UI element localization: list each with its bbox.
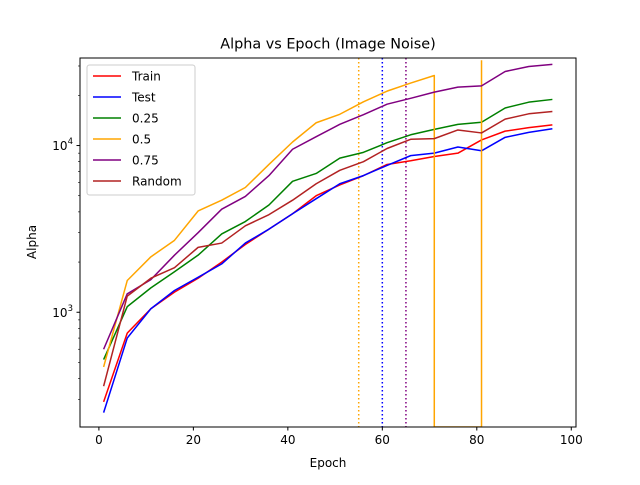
y-tick-base: 10 <box>52 306 67 320</box>
y-axis-label: Alpha <box>25 225 39 259</box>
x-tick-label: 20 <box>186 433 201 447</box>
x-axis-label: Epoch <box>310 456 347 470</box>
y-tick-exponent: 4 <box>68 137 73 147</box>
y-tick-exponent: 3 <box>68 304 73 314</box>
legend-label: 0.75 <box>132 153 159 167</box>
legend-label: Train <box>131 69 161 83</box>
series-line-0-5 <box>102 60 483 427</box>
legend-label: Random <box>132 174 182 188</box>
series-group <box>102 60 553 427</box>
chart-title: Alpha vs Epoch (Image Noise) <box>220 37 436 53</box>
vertical-lines-layer <box>357 58 407 427</box>
legend-label: Test <box>131 90 156 104</box>
legend: Train Test 0.25 0.5 0.75 Random <box>86 64 196 196</box>
series-line-test <box>102 128 553 413</box>
x-tick-label: 80 <box>469 433 484 447</box>
legend-label: 0.25 <box>132 111 159 125</box>
series-line-0-75 <box>102 63 553 350</box>
y-tick-label: 104 <box>52 137 73 153</box>
series-line-0-25 <box>102 98 553 360</box>
x-tick-label: 100 <box>560 433 583 447</box>
y-tick-base: 10 <box>52 139 67 153</box>
y-tick-label: 103 <box>52 304 73 320</box>
x-tick-label: 60 <box>375 433 390 447</box>
series-layer <box>102 60 553 427</box>
legend-label: 0.5 <box>132 132 151 146</box>
series-line-random <box>102 110 553 387</box>
x-tick-label: 0 <box>95 433 103 447</box>
x-tick-label: 40 <box>280 433 295 447</box>
plot-frame <box>79 57 577 428</box>
